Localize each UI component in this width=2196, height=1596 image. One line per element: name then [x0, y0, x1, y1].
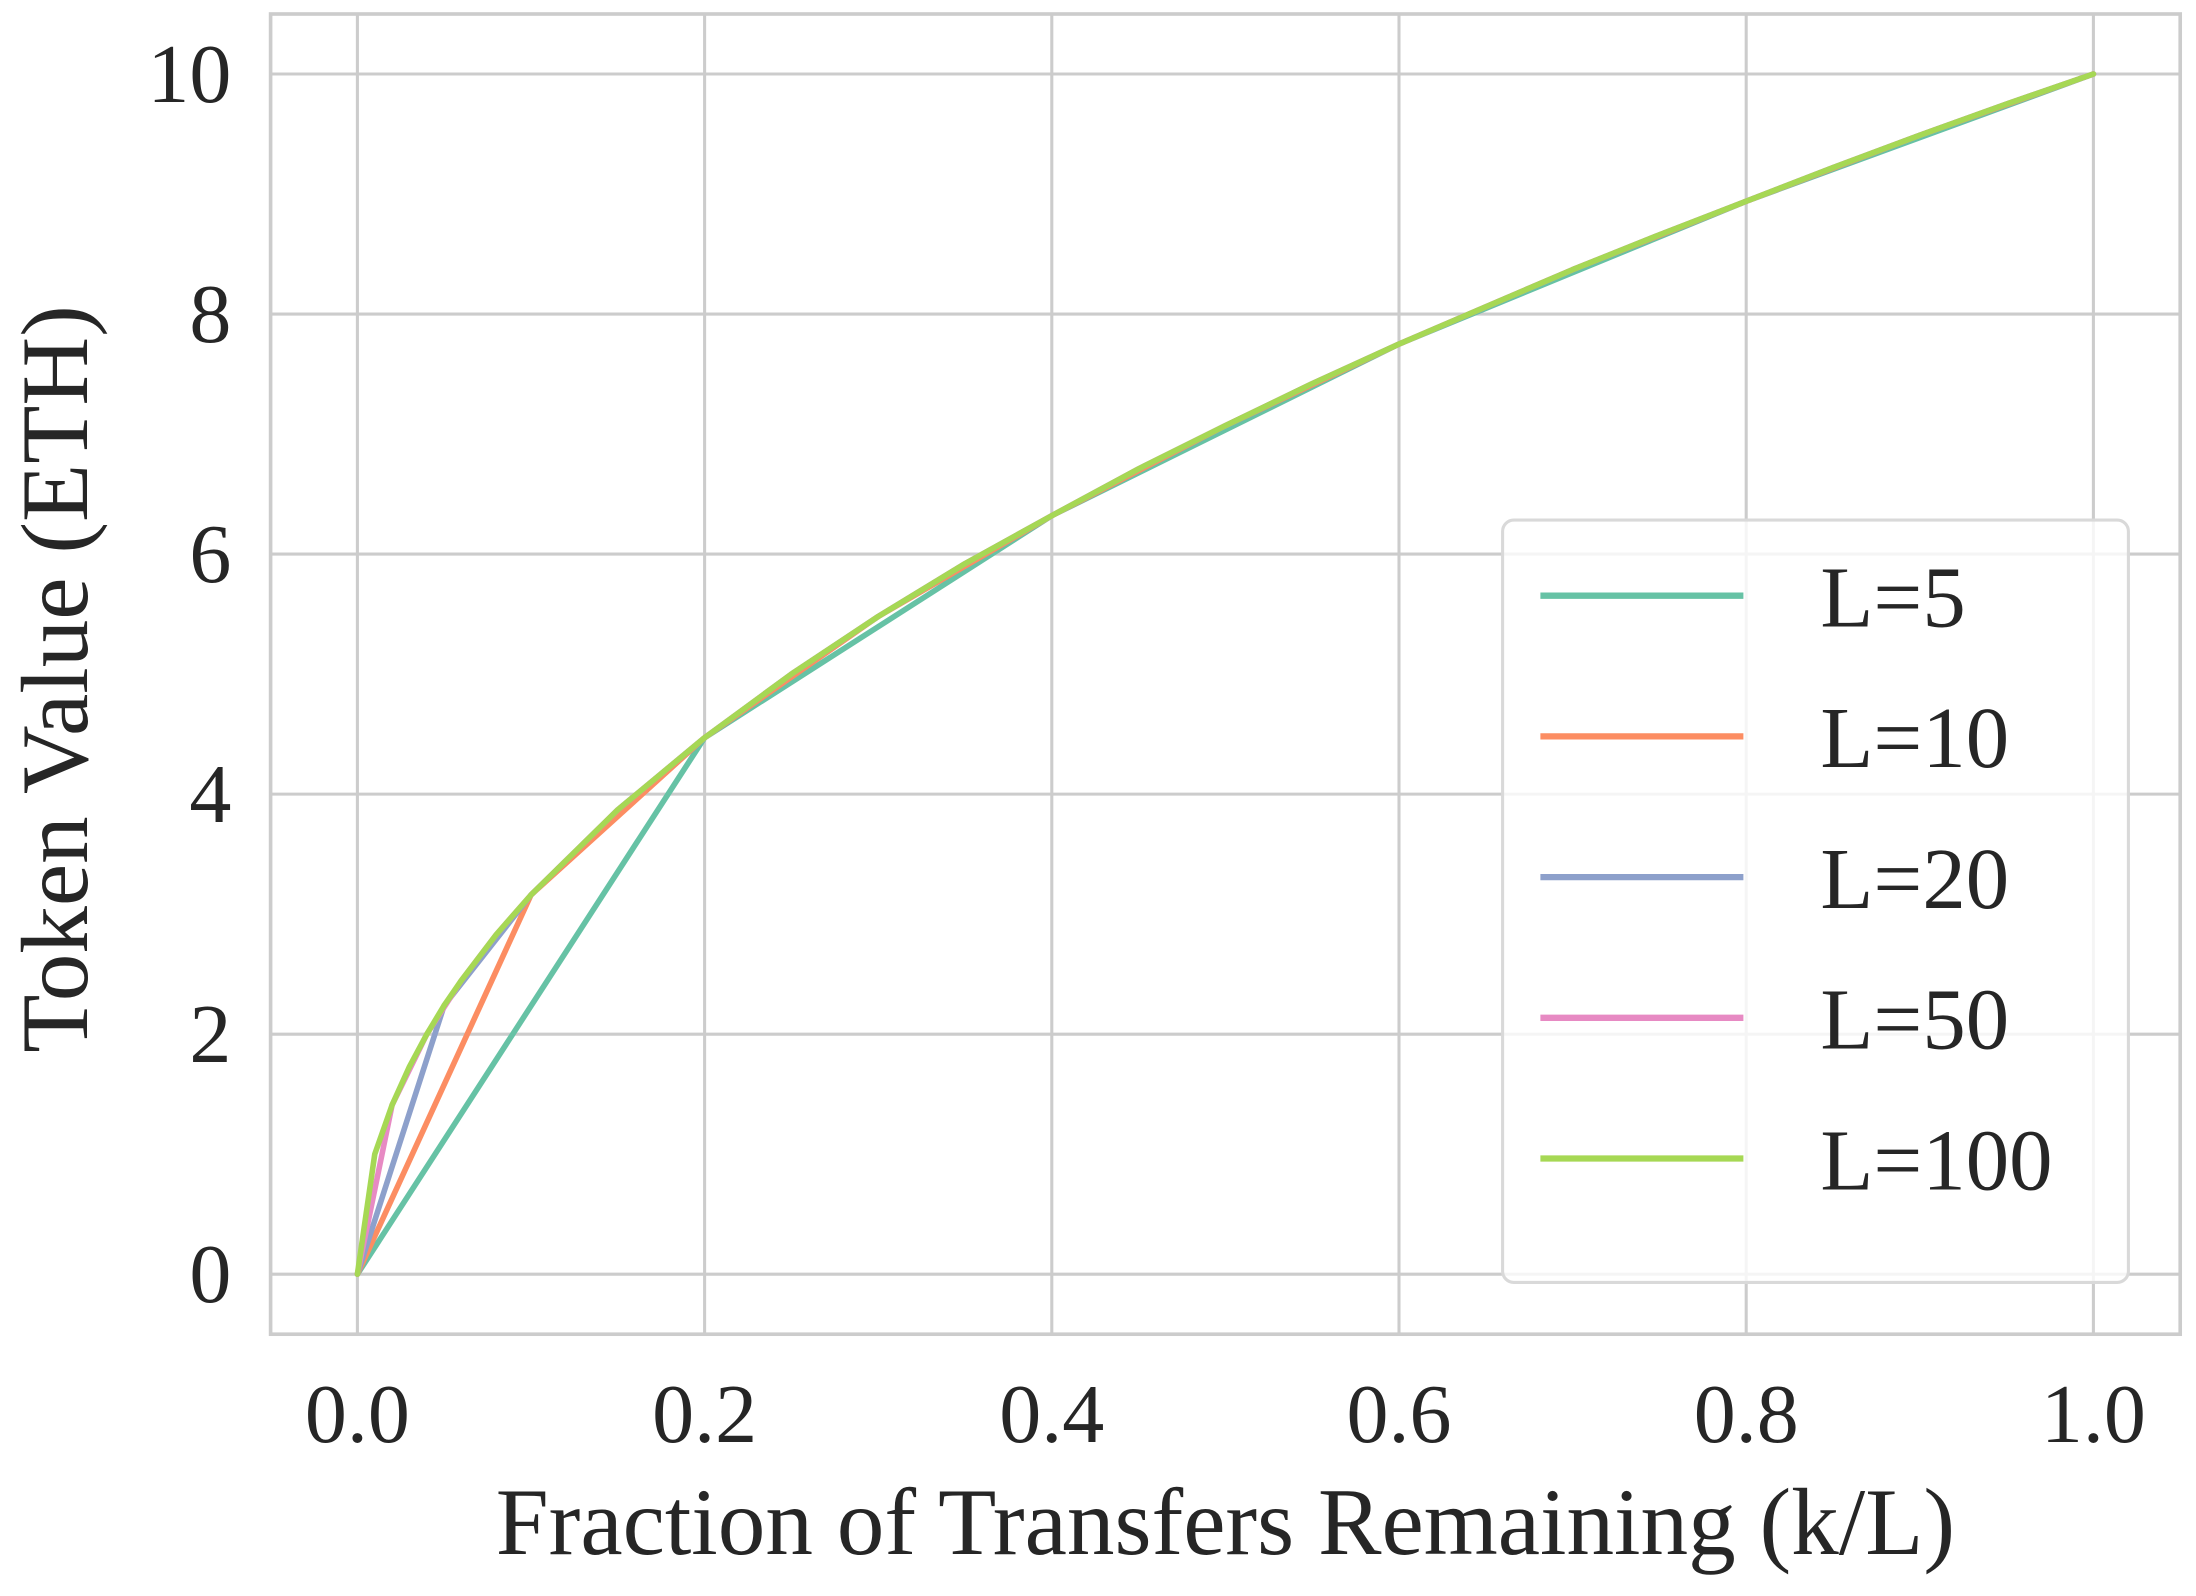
x-tick-label: 0.0	[305, 1368, 410, 1461]
y-axis-title: Token Value (ETH)	[2, 305, 108, 1053]
legend-label: L=20	[1820, 831, 2009, 927]
legend-label: L=5	[1820, 550, 1965, 646]
x-axis-title: Fraction of Transfers Remaining (k/L)	[496, 1469, 1955, 1575]
y-tick-label: 2	[189, 988, 231, 1081]
y-tick-label: 0	[189, 1228, 231, 1321]
x-tick-label: 0.4	[999, 1368, 1104, 1461]
y-tick-label: 8	[189, 268, 231, 361]
y-tick-label: 6	[189, 508, 231, 601]
x-tick-label: 0.8	[1694, 1368, 1799, 1461]
legend-label: L=50	[1820, 972, 2009, 1068]
legend-box	[1501, 518, 2130, 1284]
y-tick-label: 10	[147, 28, 231, 121]
x-tick-label: 0.2	[652, 1368, 757, 1461]
x-tick-label: 1.0	[2041, 1368, 2146, 1461]
legend: L=5 L=10 L=20 L=50 L=100	[1501, 518, 2130, 1284]
legend-label: L=100	[1820, 1112, 2052, 1208]
x-tick-label: 0.6	[1347, 1368, 1452, 1461]
y-tick-label: 4	[189, 748, 231, 841]
series-line	[354, 71, 2097, 1277]
plot-frame	[268, 12, 2183, 1337]
legend-label: L=10	[1820, 690, 2009, 786]
